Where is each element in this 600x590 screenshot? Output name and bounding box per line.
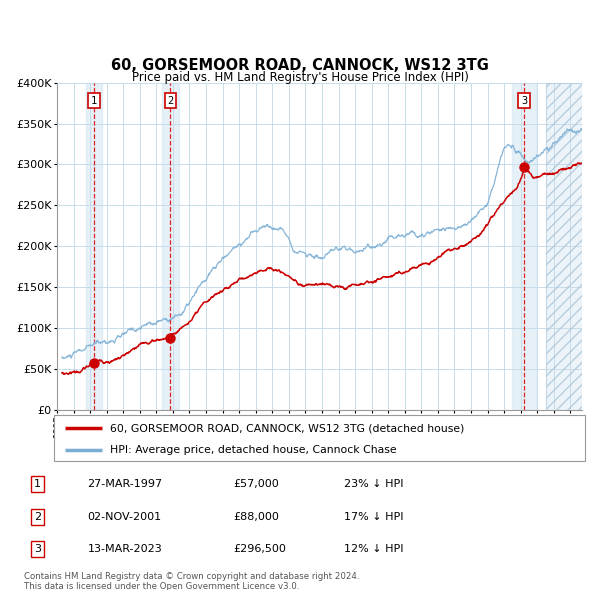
Text: £88,000: £88,000 xyxy=(234,512,280,522)
Bar xyxy=(512,83,536,410)
Text: 2: 2 xyxy=(167,96,173,106)
Text: 3: 3 xyxy=(521,96,527,106)
Text: 1: 1 xyxy=(91,96,97,106)
Text: 60, GORSEMOOR ROAD, CANNOCK, WS12 3TG (detached house): 60, GORSEMOOR ROAD, CANNOCK, WS12 3TG (d… xyxy=(110,423,464,433)
Text: 23% ↓ HPI: 23% ↓ HPI xyxy=(344,479,404,489)
Text: Price paid vs. HM Land Registry's House Price Index (HPI): Price paid vs. HM Land Registry's House … xyxy=(131,71,469,84)
Text: 12% ↓ HPI: 12% ↓ HPI xyxy=(344,545,404,555)
Text: 27-MAR-1997: 27-MAR-1997 xyxy=(88,479,163,489)
Text: £296,500: £296,500 xyxy=(234,545,287,555)
Text: 2: 2 xyxy=(34,512,41,522)
Bar xyxy=(162,83,179,410)
Text: This data is licensed under the Open Government Licence v3.0.: This data is licensed under the Open Gov… xyxy=(24,582,299,590)
FancyBboxPatch shape xyxy=(54,415,585,461)
Text: 1: 1 xyxy=(34,479,41,489)
Text: 17% ↓ HPI: 17% ↓ HPI xyxy=(344,512,404,522)
Text: 3: 3 xyxy=(34,545,41,555)
Text: 02-NOV-2001: 02-NOV-2001 xyxy=(88,512,161,522)
Text: 60, GORSEMOOR ROAD, CANNOCK, WS12 3TG: 60, GORSEMOOR ROAD, CANNOCK, WS12 3TG xyxy=(111,58,489,73)
Text: £57,000: £57,000 xyxy=(234,479,280,489)
Text: HPI: Average price, detached house, Cannock Chase: HPI: Average price, detached house, Cann… xyxy=(110,445,397,455)
Text: 13-MAR-2023: 13-MAR-2023 xyxy=(88,545,162,555)
Bar xyxy=(86,83,102,410)
Bar xyxy=(545,83,582,410)
Text: Contains HM Land Registry data © Crown copyright and database right 2024.: Contains HM Land Registry data © Crown c… xyxy=(24,572,359,581)
